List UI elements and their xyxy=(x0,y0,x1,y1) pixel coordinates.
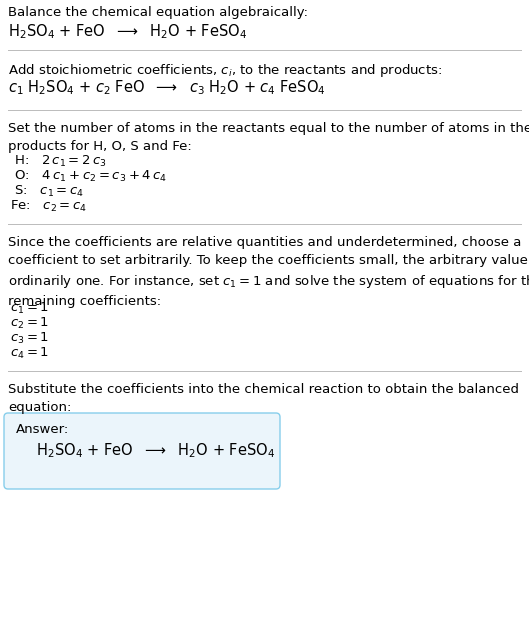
Text: Fe:   $c_2 = c_4$: Fe: $c_2 = c_4$ xyxy=(10,199,87,214)
Text: Balance the chemical equation algebraically:: Balance the chemical equation algebraica… xyxy=(8,6,308,19)
Text: O:   $4\,c_1 + c_2 = c_3 + 4\,c_4$: O: $4\,c_1 + c_2 = c_3 + 4\,c_4$ xyxy=(10,169,167,184)
Text: Substitute the coefficients into the chemical reaction to obtain the balanced
eq: Substitute the coefficients into the che… xyxy=(8,383,519,414)
Text: Set the number of atoms in the reactants equal to the number of atoms in the
pro: Set the number of atoms in the reactants… xyxy=(8,122,529,153)
Text: H:   $2\,c_1 = 2\,c_3$: H: $2\,c_1 = 2\,c_3$ xyxy=(10,154,107,169)
Text: $c_1 = 1$: $c_1 = 1$ xyxy=(10,301,49,316)
FancyBboxPatch shape xyxy=(4,413,280,489)
Text: $c_3 = 1$: $c_3 = 1$ xyxy=(10,331,49,346)
Text: $c_2 = 1$: $c_2 = 1$ xyxy=(10,316,49,331)
Text: S:   $c_1 = c_4$: S: $c_1 = c_4$ xyxy=(10,184,84,199)
Text: Since the coefficients are relative quantities and underdetermined, choose a
coe: Since the coefficients are relative quan… xyxy=(8,236,529,308)
Text: Add stoichiometric coefficients, $c_i$, to the reactants and products:: Add stoichiometric coefficients, $c_i$, … xyxy=(8,62,442,79)
Text: $c_1$ H$_2$SO$_4$ + $c_2$ FeO  $\longrightarrow$  $c_3$ H$_2$O + $c_4$ FeSO$_4$: $c_1$ H$_2$SO$_4$ + $c_2$ FeO $\longrigh… xyxy=(8,78,326,97)
Text: H$_2$SO$_4$ + FeO  $\longrightarrow$  H$_2$O + FeSO$_4$: H$_2$SO$_4$ + FeO $\longrightarrow$ H$_2… xyxy=(36,441,275,460)
Text: H$_2$SO$_4$ + FeO  $\longrightarrow$  H$_2$O + FeSO$_4$: H$_2$SO$_4$ + FeO $\longrightarrow$ H$_2… xyxy=(8,22,247,41)
Text: Answer:: Answer: xyxy=(16,423,69,436)
Text: $c_4 = 1$: $c_4 = 1$ xyxy=(10,346,49,361)
